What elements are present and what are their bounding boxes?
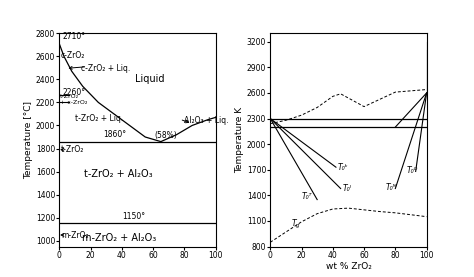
Text: T₀ᴹ: T₀ᴹ [386,183,398,192]
Text: T₀ᴵ: T₀ᴵ [342,184,351,193]
Text: T$_g$: T$_g$ [291,218,301,231]
Text: T₀ᵏ: T₀ᵏ [337,163,348,172]
Text: 1150°: 1150° [122,212,145,221]
Text: (58%): (58%) [155,131,177,140]
Text: t-ZrO₂
+ c-ZrO₂: t-ZrO₂ + c-ZrO₂ [60,94,87,105]
Text: t-ZrO₂ + Al₂O₃: t-ZrO₂ + Al₂O₃ [84,169,153,179]
Text: 2260°: 2260° [63,88,85,97]
Text: 2710°: 2710° [63,32,85,41]
X-axis label: wt % ZrO₂: wt % ZrO₂ [326,263,371,271]
Text: c-ZrO₂ + Liq.: c-ZrO₂ + Liq. [81,65,130,73]
Y-axis label: Temperature [°C]: Temperature [°C] [24,101,33,179]
Text: t-ZrO₂: t-ZrO₂ [61,145,84,154]
Text: m-ZrO₂ + Al₂O₃: m-ZrO₂ + Al₂O₃ [82,234,156,243]
Text: 1860°: 1860° [103,130,126,139]
Text: T₀ᴼ: T₀ᴼ [406,166,418,175]
Y-axis label: Temperature K: Temperature K [235,107,244,173]
Text: m-ZrO₂: m-ZrO₂ [61,230,89,240]
Text: T₀ᵀ: T₀ᵀ [301,192,312,201]
Text: c-ZrO₂: c-ZrO₂ [61,51,85,60]
Text: Liquid: Liquid [135,74,164,84]
Text: Al₂O₃ + Liq.: Al₂O₃ + Liq. [184,116,229,125]
Text: t-ZrO₂ + Liq.: t-ZrO₂ + Liq. [75,114,123,123]
